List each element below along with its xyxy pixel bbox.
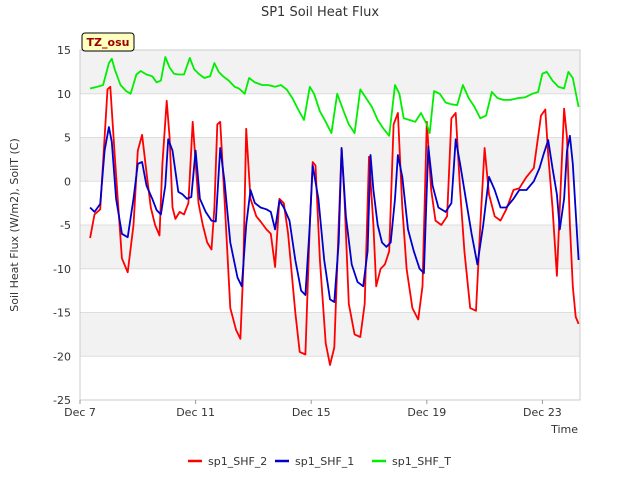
series-line-sp1_SHF_T	[89, 56, 580, 137]
y-axis: -25 -20 -15 -10 -5 0 5 10 15	[53, 44, 71, 407]
chart-title: SP1 Soil Heat Flux	[261, 5, 379, 20]
x-tick-label: Dec 19	[407, 406, 446, 419]
x-axis-label: Time	[550, 423, 578, 436]
series-line-sp1_SHF_1	[89, 126, 580, 303]
y-tick-label: 15	[57, 44, 71, 57]
y-tick-label: 5	[64, 132, 71, 145]
legend-label: sp1_SHF_2	[208, 455, 267, 468]
x-tick-label: Dec 11	[176, 406, 215, 419]
y-tick-label: -5	[60, 219, 71, 232]
x-axis: Dec 7 Dec 11 Dec 15 Dec 19 Dec 23	[64, 400, 562, 419]
series-layer	[89, 56, 580, 366]
plot-band	[80, 50, 580, 94]
x-tick-label: Dec 23	[523, 406, 562, 419]
plot-band	[80, 225, 580, 269]
y-tick-label: -15	[53, 307, 71, 320]
site-badge-label: TZ_osu	[87, 36, 130, 49]
legend: sp1_SHF_2 sp1_SHF_1 sp1_SHF_T	[188, 455, 451, 468]
plot-band	[80, 312, 580, 357]
legend-label: sp1_SHF_1	[295, 455, 354, 468]
legend-label: sp1_SHF_T	[392, 455, 451, 468]
site-badge-box	[81, 32, 135, 52]
y-tick-label: -20	[53, 350, 71, 363]
x-tick-label: Dec 15	[292, 406, 331, 419]
x-tick-label: Dec 7	[64, 406, 96, 419]
y-tick-label: -10	[53, 263, 71, 276]
y-axis-label: Soil Heat Flux (W/m2), SoilT (C)	[8, 138, 21, 311]
plot-border	[79, 49, 581, 401]
y-tick-label: 0	[64, 175, 71, 188]
y-tick-label: -25	[53, 394, 71, 407]
plot-band	[80, 137, 580, 182]
site-badge: TZ_osu	[81, 32, 135, 52]
y-tick-label: 10	[57, 88, 71, 101]
series-line-sp1_SHF_2	[89, 85, 580, 366]
